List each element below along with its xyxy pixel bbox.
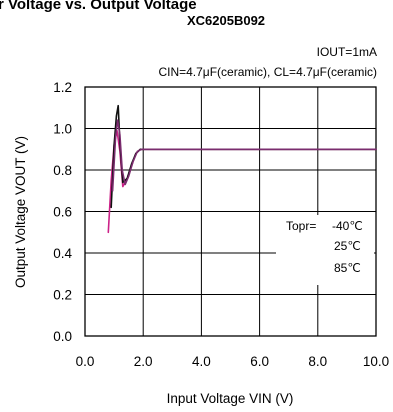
grid	[85, 87, 376, 336]
x-axis-label: Input Voltage VIN (V)	[167, 391, 294, 406]
y-axis-label: Output Voltage VOUT (V)	[13, 136, 28, 288]
y-tick-label-1: 0.2	[53, 288, 72, 303]
x-tick-label-2: 4.0	[192, 354, 211, 369]
y-tick-label-2: 0.4	[53, 246, 72, 261]
series-layer	[107, 104, 377, 234]
x-tick-label-1: 2.0	[134, 354, 153, 369]
y-tick-label-0: 0.0	[53, 329, 72, 344]
condition-cin-cl: CIN=4.7μF(ceramic), CL=4.7μF(ceramic)	[158, 65, 377, 79]
header-title: r Voltage vs. Output Voltage	[0, 0, 197, 13]
series-line-2	[111, 119, 377, 192]
x-tick-labels: 0.0 2.0 4.0 6.0 8.0 10.0	[76, 354, 390, 369]
x-tick-label-0: 0.0	[76, 354, 95, 369]
legend-entry-85: 85℃	[334, 261, 361, 275]
legend-entry-minus40: -40℃	[332, 219, 363, 233]
y-tick-label-5: 1.0	[53, 122, 72, 137]
legend: Topr= -40℃ 25℃ 85℃	[276, 215, 374, 285]
x-tick-label-3: 6.0	[250, 354, 269, 369]
legend-title: Topr=	[286, 219, 316, 233]
condition-iout: IOUT=1mA	[317, 45, 377, 59]
chart-title: XC6205B092	[187, 13, 265, 28]
y-tick-label-3: 0.6	[53, 205, 72, 220]
x-tick-label-4: 8.0	[308, 354, 327, 369]
y-tick-label-4: 0.8	[53, 163, 72, 178]
x-tick-label-5: 10.0	[363, 354, 389, 369]
legend-background	[276, 215, 374, 285]
legend-entry-25: 25℃	[334, 239, 361, 253]
y-tick-label-6: 1.2	[53, 80, 72, 95]
y-tick-labels: 0.0 0.2 0.4 0.6 0.8 1.0 1.2	[53, 80, 72, 344]
